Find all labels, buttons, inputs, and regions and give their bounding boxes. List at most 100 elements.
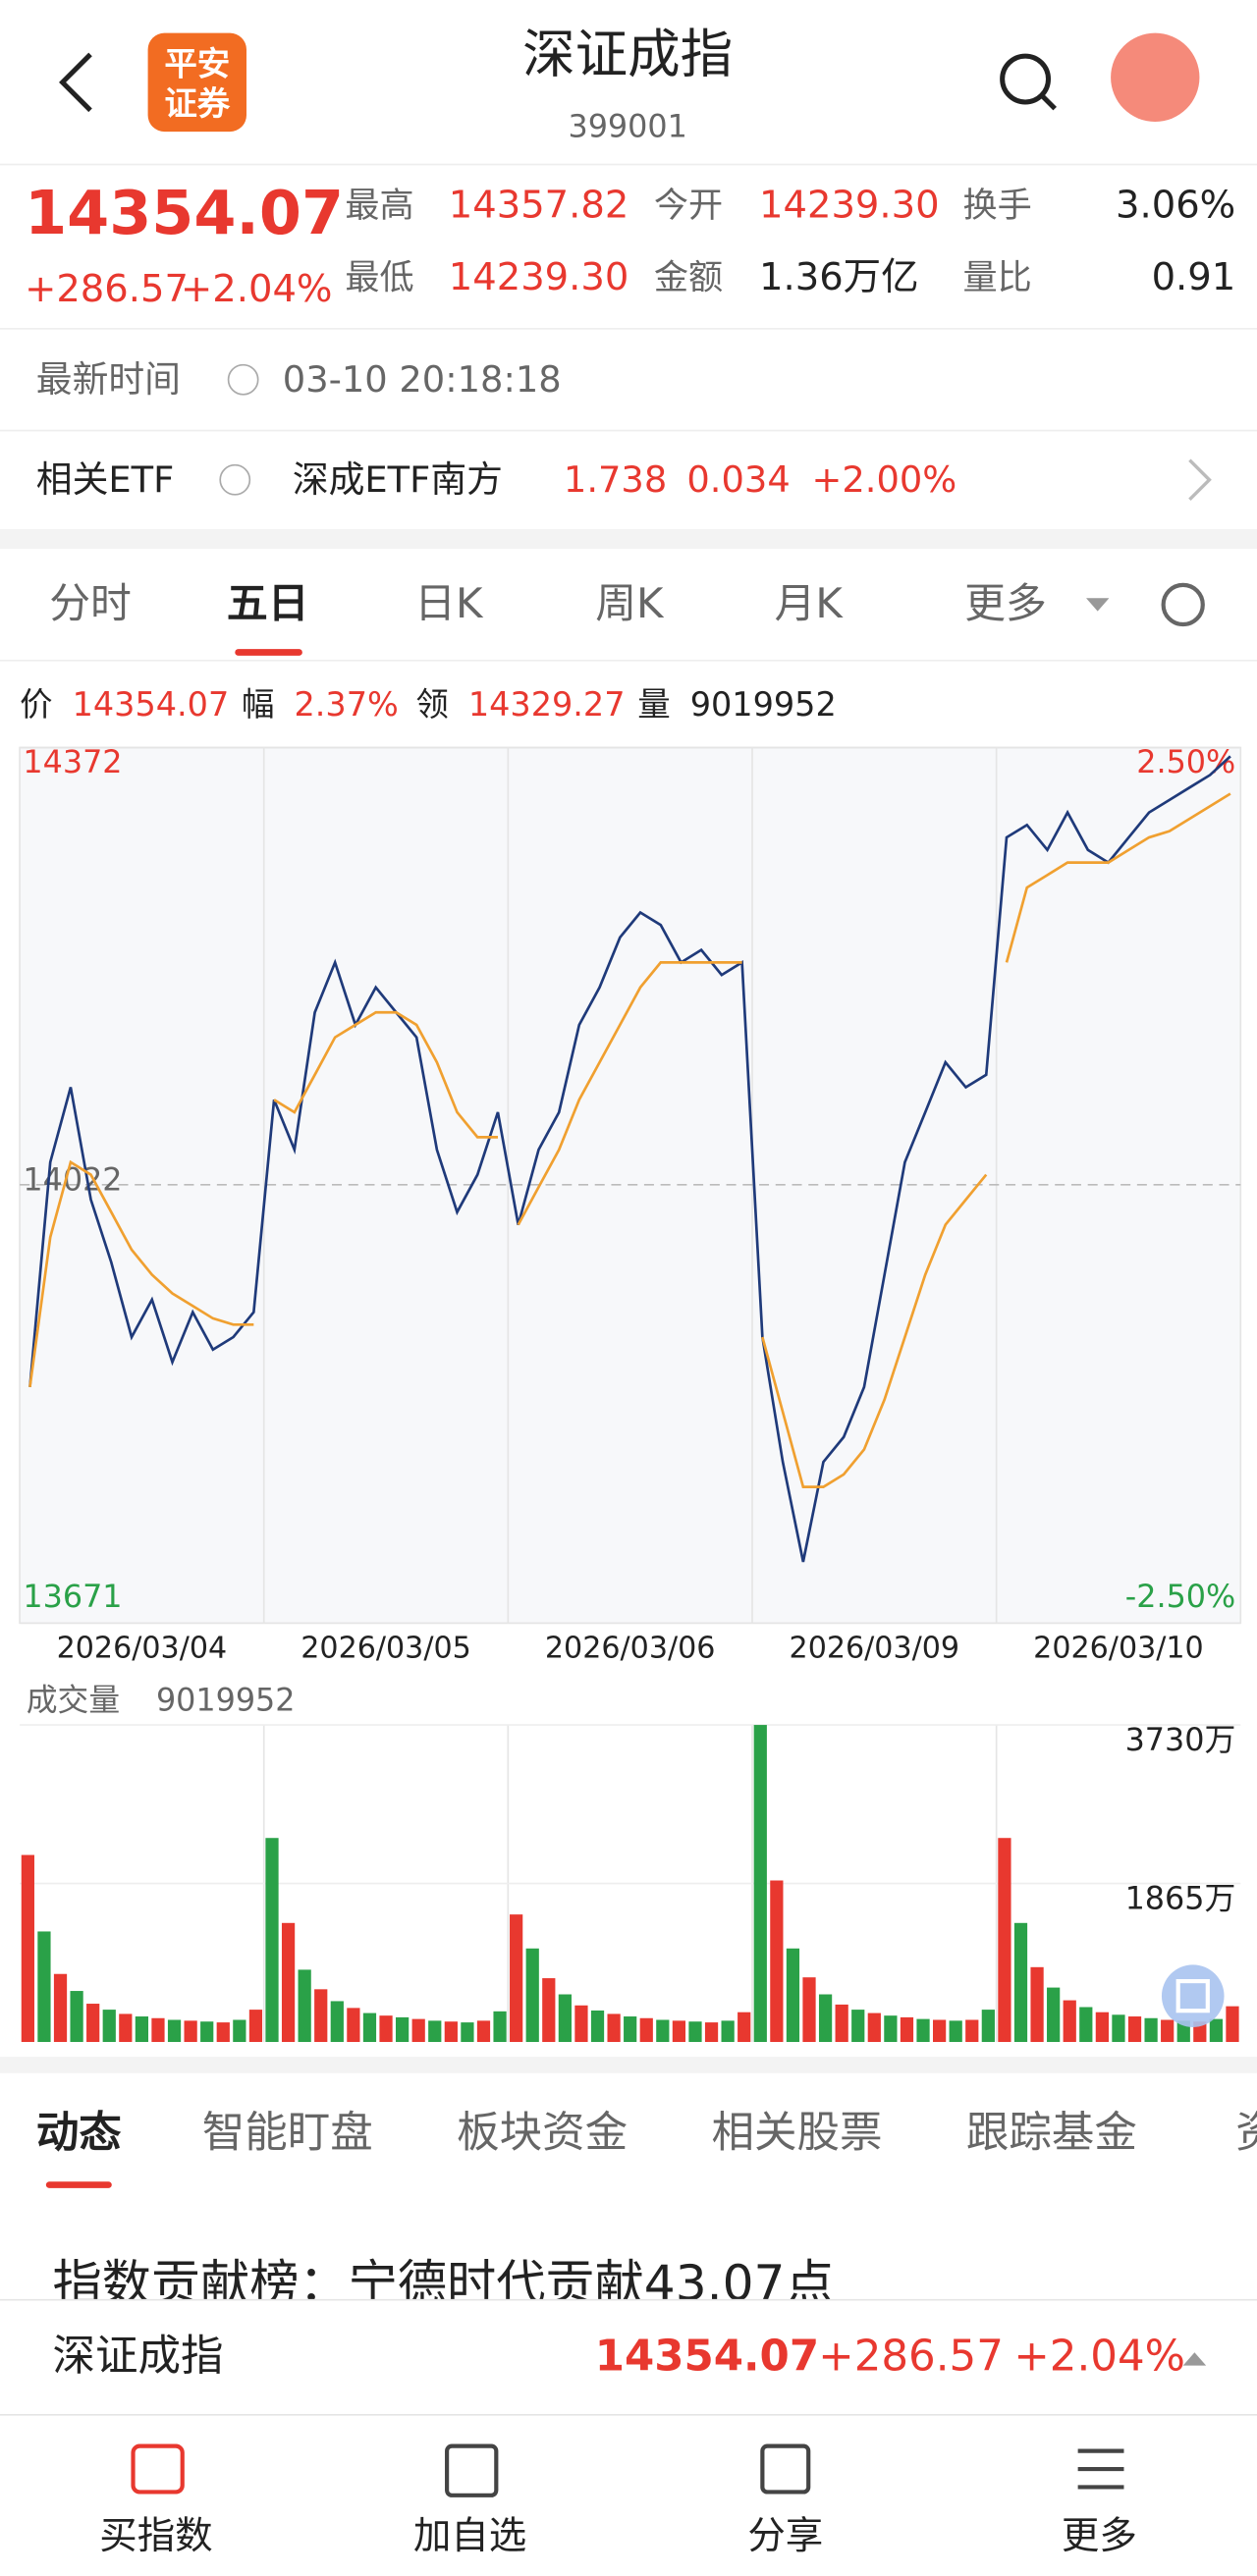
volume-bar	[851, 2010, 865, 2042]
settings-icon[interactable]	[1161, 582, 1205, 627]
volume-bar	[607, 2013, 621, 2042]
volume-bar	[200, 2021, 214, 2042]
label: 领	[415, 685, 448, 724]
content-tab[interactable]: 资	[1235, 2109, 1257, 2158]
chart-tab[interactable]: 月K	[775, 579, 845, 627]
back-button[interactable]	[59, 52, 92, 113]
volume-bar	[265, 1838, 279, 2042]
stat-value: 3.06%	[1116, 184, 1235, 228]
volume-bar	[444, 2021, 458, 2042]
volume-bar	[1226, 2006, 1239, 2042]
nav-label[interactable]: 分享	[747, 2514, 823, 2558]
volume-bar	[1030, 1966, 1044, 2042]
volume-bar	[347, 2008, 360, 2042]
stat-label: 金额	[654, 258, 723, 298]
volume-bar	[1127, 2016, 1142, 2042]
stat-value: 1.36万亿	[759, 255, 919, 299]
expand-icon[interactable]	[1182, 2352, 1207, 2366]
more-icon[interactable]	[1077, 2448, 1124, 2490]
volume-bar	[314, 1989, 328, 2042]
crosshair-info: 价 14354.07 幅 2.37% 领 14329.27 量 9019952	[20, 685, 837, 724]
avatar[interactable]	[1111, 32, 1200, 123]
volume-bar	[21, 1854, 34, 2042]
y2-tick-label: 2.50%	[1136, 744, 1235, 780]
nav-label[interactable]: 买指数	[99, 2514, 212, 2558]
volume-bar	[558, 1994, 572, 2042]
etf-name: 深成ETF南方	[293, 458, 503, 501]
volume-bar	[86, 2004, 100, 2042]
info-icon[interactable]	[227, 363, 259, 396]
spacer	[0, 528, 1257, 550]
volume-bar	[932, 2019, 947, 2042]
volume-bar	[510, 1914, 523, 2042]
bottom-panel	[0, 2299, 1257, 2576]
etf-price: 1.738	[564, 458, 667, 501]
avg-line	[273, 1010, 498, 1139]
volume-bar	[753, 1725, 767, 2042]
stat-label: 最高	[345, 186, 413, 226]
value: 2.37%	[295, 685, 399, 724]
etf-change: 0.034	[686, 458, 790, 501]
expand-button[interactable]	[1161, 1964, 1225, 2027]
logo-text: 平安	[164, 45, 230, 83]
etf-pct: +2.00%	[812, 458, 957, 501]
volume-bar	[738, 2012, 751, 2042]
content-tab[interactable]: 智能盯盘	[202, 2109, 373, 2158]
volume-bar	[688, 2021, 702, 2042]
volume-bar	[119, 2013, 133, 2042]
volume-bar	[590, 2010, 605, 2042]
y-tick-label: 13671	[23, 1579, 122, 1615]
volume-bar	[965, 2019, 979, 2042]
stat-value: 14239.30	[759, 184, 940, 228]
chart-tab[interactable]: 周K	[595, 579, 665, 627]
add-icon[interactable]	[445, 2443, 499, 2497]
chart-tab[interactable]: 日K	[414, 579, 484, 627]
volume-bar	[704, 2022, 719, 2042]
volume-bar	[1112, 2014, 1125, 2042]
content-tab[interactable]: 板块资金	[457, 2109, 628, 2158]
volume-bar	[1144, 2017, 1158, 2042]
chart-tab[interactable]: 更多	[964, 579, 1047, 627]
dropdown-icon[interactable]	[1085, 598, 1110, 612]
chart-tab[interactable]: 分时	[49, 579, 132, 627]
volume-bar	[1013, 1922, 1028, 2042]
stat-label: 今开	[654, 186, 723, 226]
volume-bar	[639, 2017, 653, 2042]
volume-bar	[184, 2020, 197, 2042]
content-tab[interactable]: 相关股票	[712, 2109, 883, 2158]
y-tick-label: 14022	[23, 1161, 122, 1198]
volume-bar	[233, 2019, 246, 2042]
volume-bar	[786, 1948, 800, 2042]
buy-icon[interactable]	[131, 2443, 185, 2495]
volume-bar	[330, 2001, 344, 2042]
time-label: 最新时间	[36, 358, 181, 401]
nav-label[interactable]: 更多	[1062, 2514, 1137, 2558]
chart-tab[interactable]: 五日	[227, 579, 309, 627]
avg-line	[761, 1173, 988, 1488]
broker-logo	[147, 32, 246, 133]
nav-label[interactable]: 加自选	[413, 2514, 526, 2558]
value: 9019952	[690, 685, 837, 724]
volume-bar	[167, 2019, 182, 2042]
stat-value: 14357.82	[449, 184, 629, 228]
value: 14329.27	[468, 685, 626, 724]
content-tab[interactable]: 跟踪基金	[966, 2109, 1137, 2158]
info-icon[interactable]	[219, 463, 251, 496]
label: 量	[637, 685, 670, 724]
x-tick-label: 2026/03/04	[57, 1632, 228, 1666]
search-button[interactable]	[1000, 53, 1057, 111]
volume-bar	[395, 2016, 410, 2042]
volume-value: 9019952	[156, 1683, 296, 1719]
change: +286.57	[25, 267, 189, 311]
stat-label: 量比	[962, 258, 1031, 298]
volume-bar	[53, 1973, 68, 2042]
y-tick-label: 3730万	[1125, 1722, 1236, 1758]
y-tick-label: 1865万	[1125, 1880, 1236, 1916]
price: 14354.07	[25, 178, 344, 248]
volume-bar	[624, 2016, 637, 2042]
share-icon[interactable]	[760, 2443, 811, 2495]
code: 399001	[568, 109, 686, 145]
chevron[interactable]	[1188, 458, 1212, 502]
volume-bar	[1079, 2007, 1093, 2042]
content-tab[interactable]: 动态	[36, 2109, 122, 2158]
